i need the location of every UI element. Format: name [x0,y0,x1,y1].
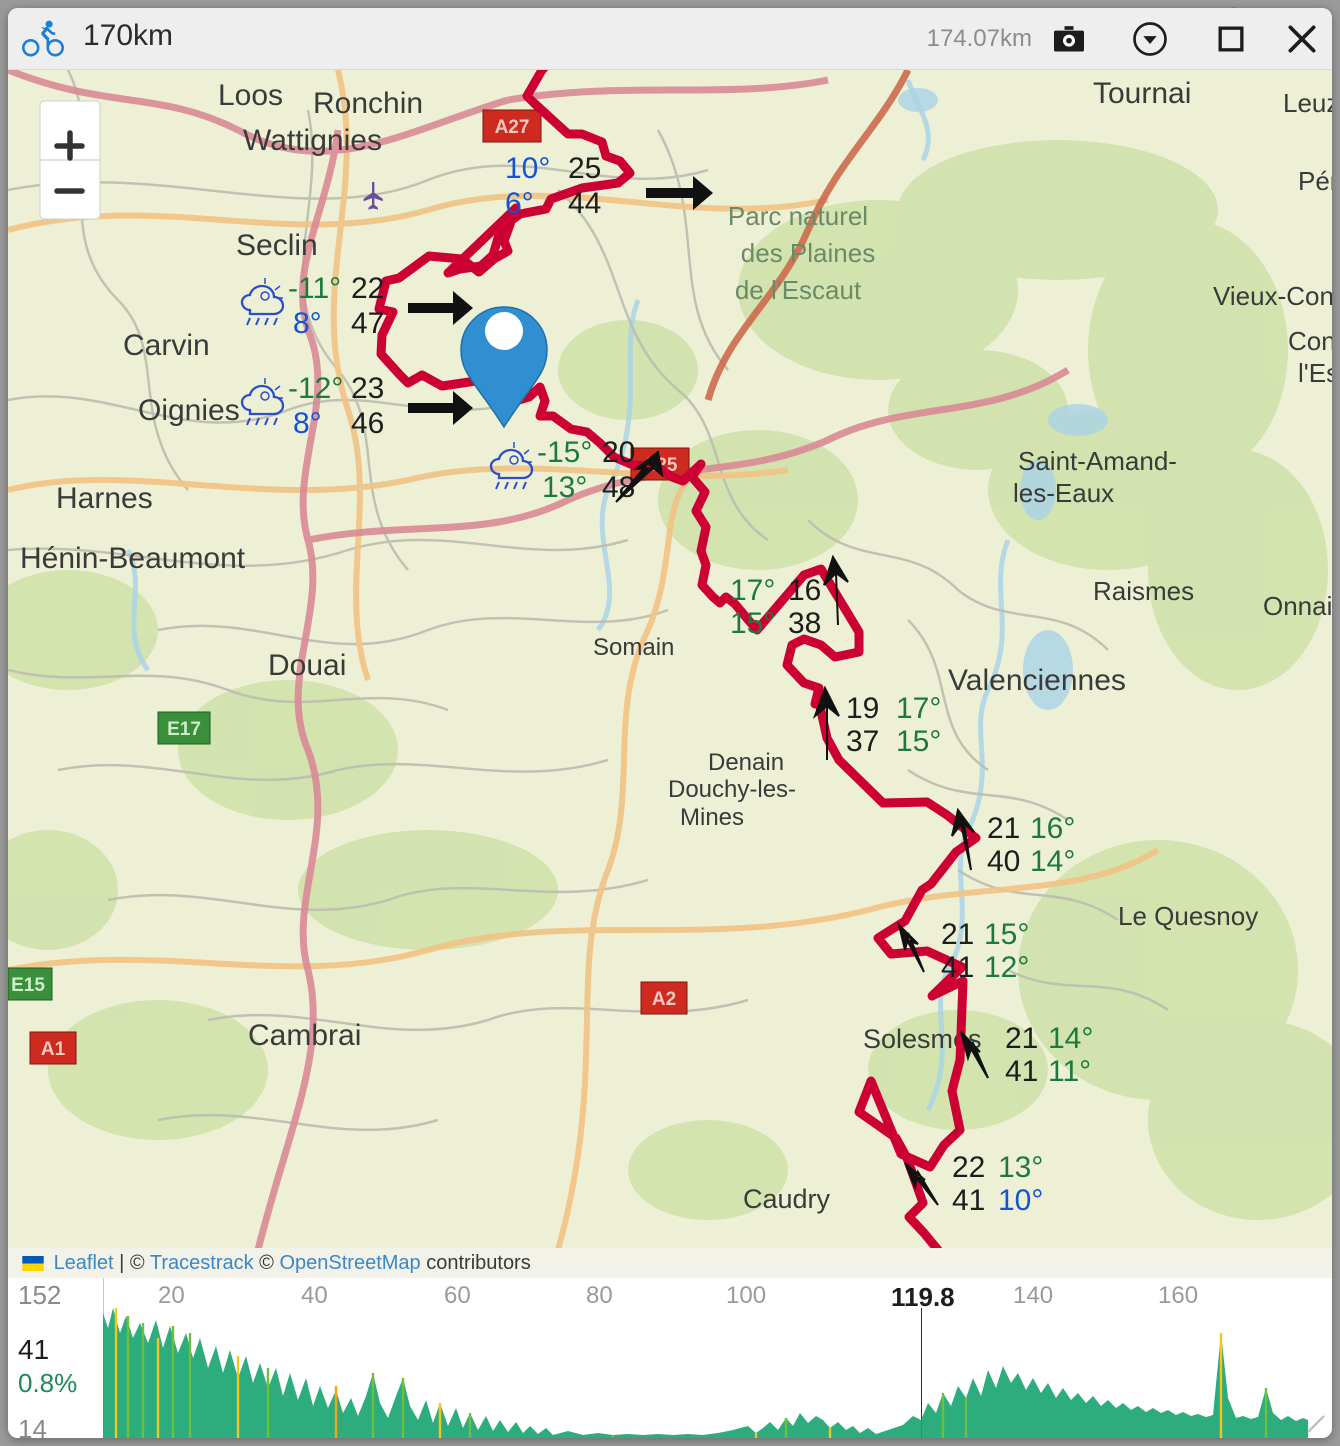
svg-text:Cambrai: Cambrai [248,1019,361,1052]
svg-text:41: 41 [1005,1055,1038,1088]
svg-text:13°: 13° [998,1151,1043,1184]
svg-text:21: 21 [987,812,1020,845]
svg-text:14°: 14° [1048,1022,1093,1055]
svg-text:Tournai: Tournai [1093,77,1191,110]
svg-text:6°: 6° [505,187,534,220]
svg-text:17°: 17° [896,692,941,725]
svg-text:Parc naturel: Parc naturel [728,201,868,231]
svg-text:Carvin: Carvin [123,329,210,362]
svg-text:-15°: -15° [537,436,592,469]
svg-text:Douchy-les-: Douchy-les- [668,776,796,803]
svg-text:41: 41 [952,1184,985,1217]
svg-text:15°: 15° [984,918,1029,951]
svg-text:15°: 15° [896,725,941,758]
svg-text:44: 44 [568,187,601,220]
svg-text:A2: A2 [652,989,676,1010]
svg-text:15°: 15° [730,607,775,640]
svg-text:37: 37 [846,725,879,758]
svg-text:20: 20 [602,436,635,469]
svg-text:Harnes: Harnes [56,482,153,515]
svg-text:46: 46 [351,407,384,440]
svg-text:25: 25 [568,152,601,185]
svg-text:Oignies: Oignies [138,394,240,427]
svg-text:10°: 10° [505,152,550,185]
svg-text:l'Escaut: l'Escaut [1298,358,1332,388]
svg-text:E17: E17 [167,719,201,740]
svg-text:Mines: Mines [680,804,744,831]
svg-text:Le Quesnoy: Le Quesnoy [1118,901,1258,931]
svg-text:E15: E15 [11,975,45,996]
svg-text:Somain: Somain [593,634,674,661]
svg-text:Douai: Douai [268,649,346,682]
svg-text:14°: 14° [1030,845,1075,878]
svg-text:Raismes: Raismes [1093,576,1194,606]
svg-text:A1: A1 [41,1039,66,1060]
svg-text:Péruwelz: Péruwelz [1298,166,1332,196]
svg-text:-11°: -11° [288,272,341,305]
svg-text:38: 38 [788,607,821,640]
svg-text:47: 47 [351,307,384,340]
svg-text:Valenciennes: Valenciennes [948,664,1126,697]
svg-text:Vieux-Condé: Vieux-Condé [1213,281,1332,311]
svg-text:Wattignies: Wattignies [243,124,382,157]
svg-text:12°: 12° [984,951,1029,984]
svg-text:Seclin: Seclin [236,229,318,262]
svg-text:23: 23 [351,372,384,405]
svg-text:41: 41 [941,951,974,984]
svg-text:19: 19 [846,692,879,725]
svg-text:Onnaing: Onnaing [1263,591,1332,621]
svg-text:40: 40 [987,845,1020,878]
svg-text:Saint-Amand-: Saint-Amand- [1018,446,1177,476]
svg-text:16: 16 [788,574,821,607]
svg-text:Hénin-Beaumont: Hénin-Beaumont [20,542,246,575]
svg-text:8°: 8° [293,407,322,440]
svg-text:Leuze-en-Hainaut: Leuze-en-Hainaut [1283,88,1332,118]
svg-text:22: 22 [952,1151,985,1184]
svg-text:-12°: -12° [288,372,343,405]
svg-text:22: 22 [351,272,384,305]
svg-text:les-Eaux: les-Eaux [1013,478,1114,508]
svg-text:10°: 10° [998,1184,1043,1217]
svg-text:16°: 16° [1030,812,1075,845]
svg-text:de l'Escaut: de l'Escaut [735,275,862,305]
svg-text:8°: 8° [293,307,322,340]
svg-text:13°: 13° [542,471,587,504]
svg-text:17°: 17° [730,574,775,607]
svg-text:Caudry: Caudry [743,1184,831,1214]
svg-text:11°: 11° [1048,1055,1091,1088]
svg-text:Denain: Denain [708,749,784,776]
svg-text:des Plaines: des Plaines [741,238,875,268]
svg-text:21: 21 [1005,1022,1038,1055]
svg-text:A27: A27 [495,117,530,138]
svg-text:Condé-sur-: Condé-sur- [1288,326,1332,356]
svg-text:Ronchin: Ronchin [313,87,423,120]
svg-text:Loos: Loos [218,79,283,112]
svg-text:21: 21 [941,918,974,951]
